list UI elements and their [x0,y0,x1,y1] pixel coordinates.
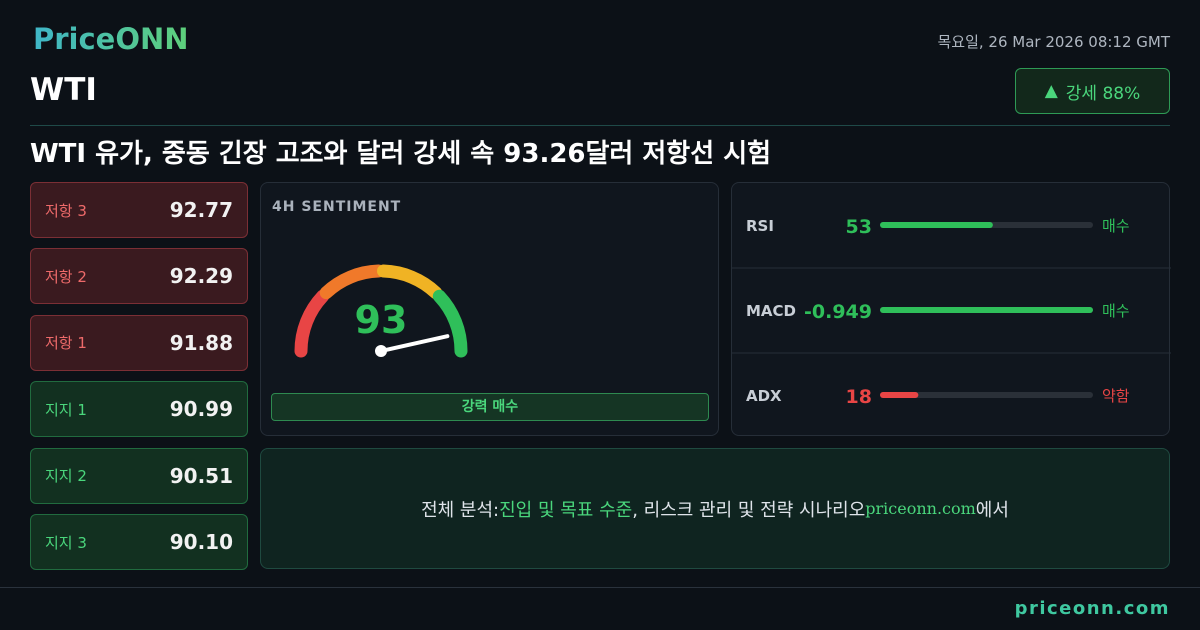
level-value: 92.77 [169,198,233,222]
analysis-site: priceonn.com [865,499,976,518]
indicator-name: ADX [746,387,782,405]
indicator-signal: 약함 [1102,387,1130,405]
analysis-link: 진입 및 목표 수준 [499,499,633,521]
level-label: 지지 1 [45,400,87,419]
level-value: 90.10 [169,530,233,554]
footer: priceonn.com [1014,598,1170,619]
indicators: RSI 53 매수 MACD -0.949 매수 ADX 18 약함 [732,216,1171,408]
gauge-needle [379,334,450,353]
indicator-signal: 매수 [1102,217,1130,235]
datetime: 목요일, 26 Mar 2026 08:12 GMT [937,33,1170,51]
divider [30,125,1170,126]
level-label: 저항 2 [45,267,87,286]
gauge-arc [377,264,443,300]
symbol: WTI [30,72,97,108]
level-row: 저항 3 92.77 [30,182,248,238]
level-label: 지지 3 [45,533,87,552]
indicator-bar [880,222,993,228]
level-row: 저항 1 91.88 [30,314,248,371]
indicator-value: -0.949 [804,301,872,323]
level-value: 91.88 [169,330,233,355]
headline: WTI 유가, 중동 긴장 고조와 달러 강세 속 93.26달러 저항선 시험 [30,139,772,169]
level-value: 90.51 [169,463,233,488]
analysis-text: 에서 [975,499,1009,521]
indicator-signal: 매수 [1102,302,1130,320]
level-label: 저항 3 [45,201,87,220]
gauge-arc [319,264,385,300]
bar-track [880,392,1093,398]
brand: PriceONN [33,22,189,56]
gauge: 93 [294,264,468,358]
bar-fill [880,307,1093,313]
indicator-name: MACD [746,302,796,320]
divider [0,587,1200,588]
level-row: 저항 2 92.29 [30,248,248,305]
level-label: 저항 1 [45,334,87,353]
level-value: 90.99 [169,397,233,422]
level-row: 지지 1 90.99 [30,381,248,438]
indicator-bar [880,392,919,398]
sentiment-label: 강력 매수 [271,393,709,421]
gauge-arc [432,289,468,358]
gauge-arc [294,289,330,358]
level-row: 지지 2 90.51 [30,447,248,504]
up-arrow: ▲ [1044,81,1058,101]
indicator-value: 53 [846,216,872,238]
analysis-card: 전체 분석: 진입 및 목표 수준, 리스크 관리 및 전략 시나리오 pric… [260,448,1170,569]
gauge-value: 93 [355,298,408,342]
analysis-text: 전체 분석: [421,499,500,521]
indicator-value: 18 [846,386,872,408]
gauge-hub [375,345,387,357]
sentiment-card: 4H SENTIMENT 93 강력 매수 [260,182,719,436]
level-row: 지지 3 90.10 [30,514,248,570]
sentiment-title: 4H SENTIMENT [272,199,402,215]
level-label: 지지 2 [45,467,87,486]
analysis-text: , 리스크 관리 및 전략 시나리오 [632,499,866,521]
trend-badge: ▲ 강세 88% [1015,68,1170,114]
indicator-name: RSI [746,217,774,235]
badge-text: 강세 88% [1065,83,1141,104]
level-value: 92.29 [169,264,233,289]
indicators-card: RSI 53 매수 MACD -0.949 매수 ADX 18 약함 [731,182,1171,436]
